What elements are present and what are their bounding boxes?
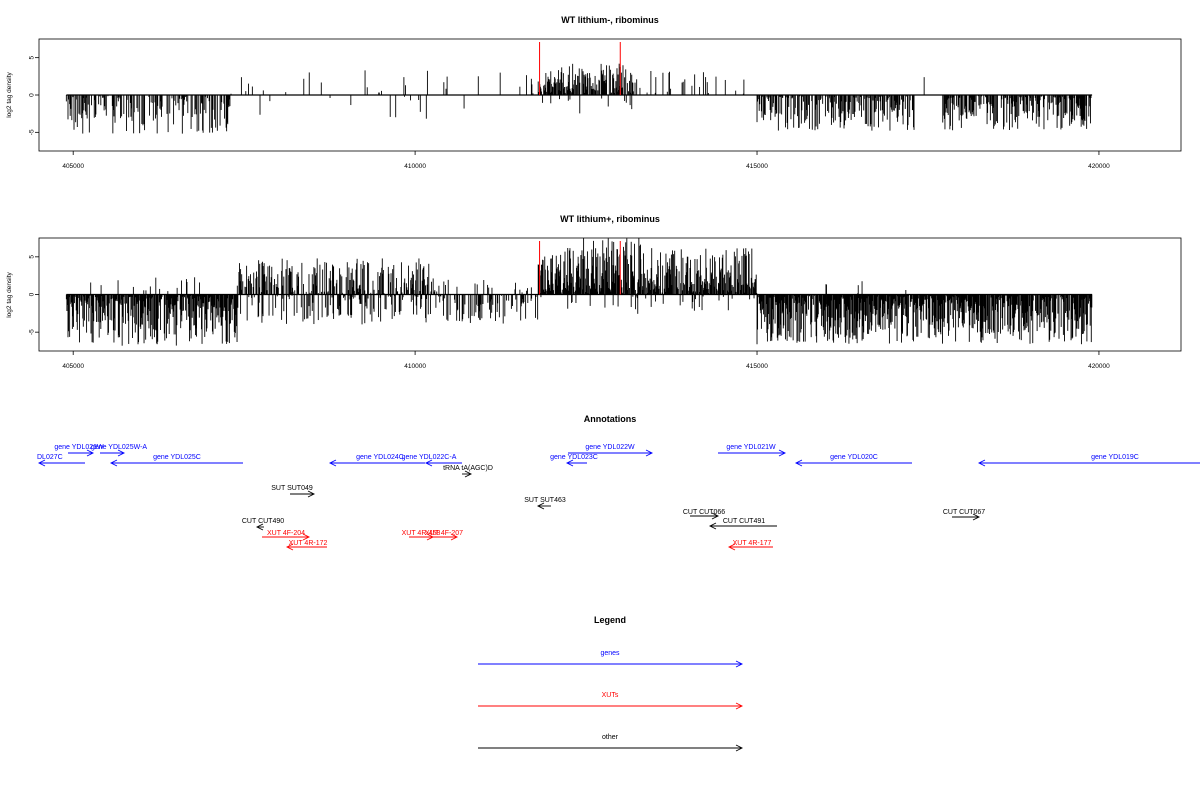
annotations-title: Annotations bbox=[584, 414, 637, 424]
legend-title: Legend bbox=[594, 615, 626, 625]
legend-label: other bbox=[602, 734, 619, 741]
marker-lines bbox=[539, 241, 621, 295]
track-title: WT lithium+, ribominus bbox=[560, 214, 660, 224]
annotation-feature: XUT 4R-177 bbox=[727, 540, 773, 551]
annotation-label: tRNA tA(AGC)D bbox=[443, 465, 493, 472]
y-tick-label: -5 bbox=[29, 329, 36, 335]
annotation-label: SUT SUT463 bbox=[524, 497, 566, 504]
y-tick-label: 5 bbox=[29, 55, 36, 59]
annotation-feature: gene YDL024C bbox=[328, 454, 425, 467]
x-tick-label: 420000 bbox=[1088, 163, 1110, 170]
annotation-feature: gene YDL019C bbox=[977, 454, 1200, 467]
track-title: WT lithium-, ribominus bbox=[561, 15, 659, 25]
annotation-feature: XUT 4F-204 bbox=[262, 530, 311, 541]
annotation-feature: XUT 4F-207 bbox=[425, 530, 463, 541]
annotation-label: XUT 4R-458 bbox=[402, 530, 441, 537]
x-tick-label: 415000 bbox=[746, 363, 768, 370]
annotation-feature: SUT SUT049 bbox=[271, 485, 316, 498]
annotation-label: gene YDL022W bbox=[585, 444, 635, 451]
annotation-feature: gene YDL026W bbox=[54, 444, 104, 457]
annotation-feature: CUT CUT491 bbox=[708, 518, 777, 530]
y-axis-label: log2 tag density bbox=[6, 71, 13, 117]
legend-label: genes bbox=[600, 650, 620, 657]
annotation-label: XUT 4R-172 bbox=[289, 540, 328, 547]
annotation-label: gene YDL020C bbox=[830, 454, 878, 461]
plot-frame bbox=[38, 38, 1182, 152]
legend-item: XUTs bbox=[478, 692, 744, 710]
annotation-label: gene YDL025W-A bbox=[91, 444, 147, 451]
annotation-label: gene YDL022C-A bbox=[402, 454, 457, 461]
bars bbox=[65, 63, 1092, 134]
annotation-label: gene YDL019C bbox=[1091, 454, 1139, 461]
bars bbox=[65, 238, 1093, 346]
y-tick-label: -5 bbox=[29, 129, 36, 135]
x-tick-label: 405000 bbox=[62, 163, 84, 170]
annotation-feature: gene YDL021W bbox=[718, 444, 787, 457]
legend-label: XUTs bbox=[602, 692, 619, 699]
annotation-feature: SUT SUT463 bbox=[524, 497, 566, 510]
legend-item: other bbox=[478, 734, 744, 752]
annotation-label: gene YDL026W bbox=[54, 444, 104, 451]
annotation-label: CUT CUT490 bbox=[242, 518, 284, 525]
y-axis-label: log2 tag density bbox=[6, 271, 13, 317]
x-tick-label: 420000 bbox=[1088, 363, 1110, 370]
annotation-label: CUT CUT066 bbox=[683, 509, 725, 516]
legend-item: genes bbox=[478, 650, 744, 668]
x-tick-label: 410000 bbox=[404, 163, 426, 170]
x-tick-label: 415000 bbox=[746, 163, 768, 170]
annotation-label: XUT 4F-207 bbox=[425, 530, 463, 537]
legend-items: genes XUTs other bbox=[478, 650, 744, 752]
annotation-feature: CUT CUT067 bbox=[943, 509, 985, 521]
x-tick-label: 405000 bbox=[62, 363, 84, 370]
annotation-label: XUT 4R-177 bbox=[733, 540, 772, 547]
y-tick-label: 0 bbox=[29, 93, 36, 97]
annotation-feature: DL027C bbox=[37, 454, 85, 467]
annotation-feature: gene YDL020C bbox=[794, 454, 912, 467]
annotation-label: SUT SUT049 bbox=[271, 485, 313, 492]
annotation-feature: CUT CUT490 bbox=[242, 518, 284, 531]
annotation-feature: gene YDL022W bbox=[568, 444, 654, 457]
legend-panel: Legend genes XUTs other bbox=[478, 615, 744, 752]
annotation-feature: tRNA tA(AGC)D bbox=[443, 465, 493, 478]
annotation-feature: gene YDL023C bbox=[550, 454, 598, 467]
annotation-label: CUT CUT491 bbox=[723, 518, 765, 525]
y-tick-label: 0 bbox=[29, 292, 36, 296]
annotation-feature: gene YDL022C-A bbox=[402, 454, 462, 467]
y-tick-label: 5 bbox=[29, 255, 36, 259]
annotation-label: gene YDL021W bbox=[726, 444, 776, 451]
annotation-feature: CUT CUT066 bbox=[683, 509, 725, 520]
annotation-label: gene YDL024C bbox=[356, 454, 404, 461]
annotation-label: CUT CUT067 bbox=[943, 509, 985, 516]
annotation-feature: XUT 4R-172 bbox=[285, 540, 328, 551]
track-panel-lithium-plus: WT lithium+, ribominus log2 tag density … bbox=[6, 214, 1182, 370]
plot-frame bbox=[38, 237, 1182, 352]
x-tick-label: 410000 bbox=[404, 363, 426, 370]
annotation-label: gene YDL023C bbox=[550, 454, 598, 461]
annotation-label: DL027C bbox=[37, 454, 63, 461]
annotation-label: XUT 4F-204 bbox=[267, 530, 305, 537]
track-panel-lithium-minus: WT lithium-, ribominus log2 tag density … bbox=[6, 15, 1182, 170]
axis-ticks: 405000 410000 415000 420000 -5 0 5 bbox=[29, 55, 1110, 170]
annotation-feature: gene YDL025C bbox=[109, 454, 243, 467]
annotation-feature: gene YDL025W-A bbox=[91, 444, 147, 457]
axis-ticks: 405000 410000 415000 420000 -5 0 5 bbox=[29, 255, 1110, 370]
marker-lines bbox=[539, 42, 621, 95]
annotation-label: gene YDL025C bbox=[153, 454, 201, 461]
